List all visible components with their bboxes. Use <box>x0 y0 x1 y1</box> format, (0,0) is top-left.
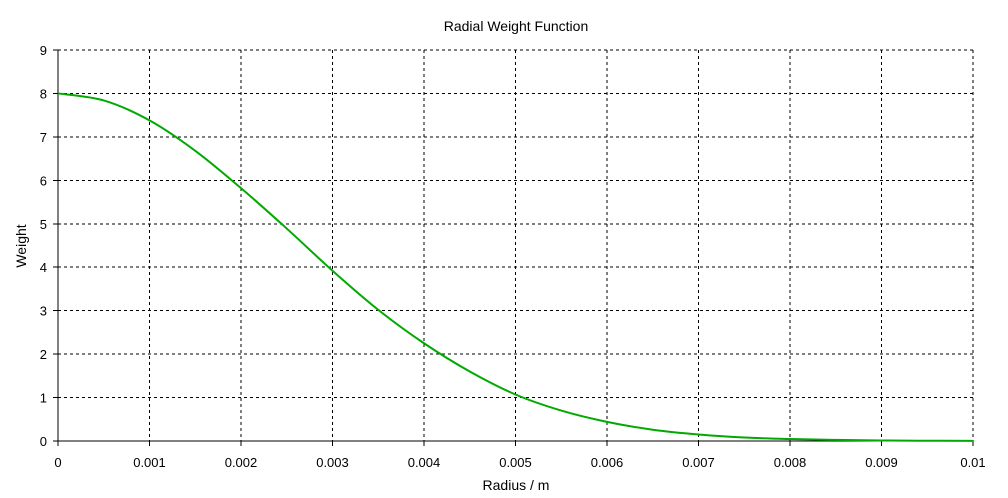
y-tick-label: 5 <box>40 217 47 232</box>
x-tick-label: 0.006 <box>591 455 624 470</box>
ticks-layer: 0 0.001 0.002 0.003 0.004 0.005 0.006 0.007 0.00… <box>40 43 986 470</box>
x-tick-label: 0.004 <box>408 455 441 470</box>
x-tick-label: 0.005 <box>499 455 532 470</box>
x-tick-label: 0 <box>54 455 61 470</box>
y-tick-label: 9 <box>40 43 47 58</box>
x-tick-label: 0.007 <box>682 455 715 470</box>
x-tick-label: 0.008 <box>774 455 807 470</box>
x-tick-label: 0.01 <box>960 455 985 470</box>
y-tick-label: 0 <box>40 434 47 449</box>
y-tick-label: 7 <box>40 130 47 145</box>
x-tick-label: 0.001 <box>133 455 166 470</box>
y-tick-label: 1 <box>40 391 47 406</box>
x-tick-label: 0.003 <box>316 455 349 470</box>
series-layer <box>57 92 974 442</box>
x-tick-label: 0.009 <box>865 455 898 470</box>
y-tick-label: 8 <box>40 86 47 101</box>
x-axis-label: Radius / m <box>483 477 550 493</box>
y-tick-label: 6 <box>40 173 47 188</box>
y-axis-label: Weight <box>13 224 29 267</box>
chart-title: Radial Weight Function <box>444 18 588 34</box>
grid-layer <box>58 49 974 441</box>
y-tick-label: 4 <box>40 260 47 275</box>
y-tick-label: 2 <box>40 347 47 362</box>
x-tick-label: 0.002 <box>225 455 258 470</box>
y-tick-label: 3 <box>40 304 47 319</box>
weight-series-line <box>57 92 974 442</box>
